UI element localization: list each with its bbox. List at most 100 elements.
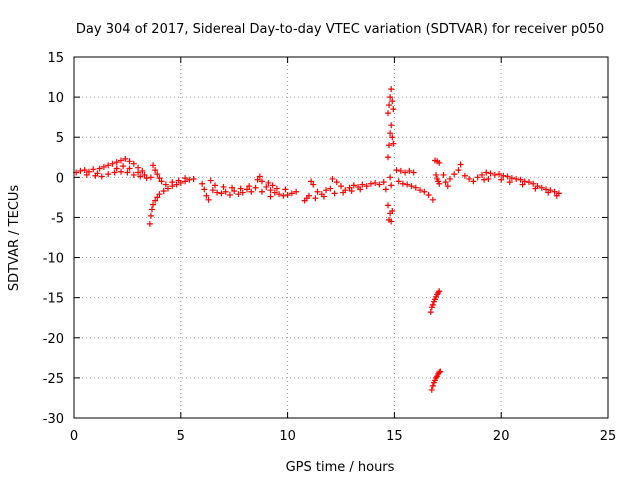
data-point: [513, 175, 520, 182]
data-point: [205, 196, 212, 203]
y-tick-label: -30: [43, 412, 64, 427]
data-point: [308, 178, 315, 185]
data-point: [417, 187, 424, 194]
data-point: [288, 190, 295, 197]
data-point: [156, 175, 163, 182]
data-point: [83, 171, 90, 178]
data-point: [436, 369, 443, 376]
data-points: [73, 86, 562, 393]
data-point: [496, 171, 503, 178]
y-tick-label: 10: [47, 91, 64, 106]
data-point: [508, 175, 515, 182]
data-point: [280, 192, 287, 199]
data-point: [367, 180, 374, 187]
data-point: [390, 106, 397, 113]
data-point: [470, 178, 477, 185]
data-point: [340, 189, 347, 196]
data-point: [237, 185, 244, 192]
data-point: [436, 159, 443, 166]
x-tick-label: 5: [177, 429, 185, 444]
data-point: [141, 171, 148, 178]
data-point: [500, 172, 507, 179]
data-point: [384, 110, 391, 117]
data-point: [384, 154, 391, 161]
y-tick-label: -5: [51, 211, 64, 226]
data-point: [444, 183, 451, 190]
plot-frame: [73, 56, 609, 419]
data-point: [169, 179, 176, 186]
data-point: [124, 169, 131, 176]
data-point: [436, 288, 443, 295]
data-point: [111, 169, 118, 176]
data-point: [429, 301, 436, 308]
data-point: [485, 175, 492, 182]
data-point: [545, 189, 552, 196]
data-point: [160, 187, 167, 194]
data-point: [408, 183, 415, 190]
data-point: [190, 175, 197, 182]
data-point: [122, 155, 129, 162]
data-point: [455, 167, 462, 174]
data-point: [478, 171, 485, 178]
data-point: [229, 184, 236, 191]
data-point: [457, 161, 464, 168]
y-tick-label: -20: [43, 332, 64, 347]
data-point: [406, 167, 413, 174]
data-point: [481, 176, 488, 183]
data-point: [113, 159, 120, 166]
y-tick-label: -15: [43, 292, 64, 307]
series-low-streak-lower: [428, 368, 444, 393]
data-point: [387, 174, 394, 181]
data-point: [357, 186, 364, 193]
data-point: [284, 191, 291, 198]
data-point: [90, 166, 97, 173]
data-point: [203, 192, 210, 199]
data-point: [152, 197, 159, 204]
data-point: [218, 190, 225, 197]
data-point: [483, 169, 490, 176]
data-point: [154, 194, 161, 201]
data-point: [504, 173, 511, 180]
data-point: [258, 188, 265, 195]
data-point: [282, 186, 289, 193]
data-point: [147, 174, 154, 181]
data-point: [305, 192, 312, 199]
data-point: [506, 179, 513, 186]
data-point: [329, 175, 336, 182]
data-point: [429, 196, 436, 203]
data-point: [402, 169, 409, 176]
data-point: [312, 195, 319, 202]
data-point: [146, 220, 153, 227]
y-tick-label: 5: [56, 131, 64, 146]
data-point: [126, 165, 133, 172]
y-tick-label: 0: [56, 171, 64, 186]
data-point: [389, 98, 396, 105]
data-point: [130, 160, 137, 167]
y-tick-label: -10: [43, 252, 64, 267]
data-point: [164, 185, 171, 192]
data-point: [276, 191, 283, 198]
data-point: [517, 176, 524, 183]
data-point: [530, 180, 537, 187]
data-point: [346, 184, 353, 191]
data-point: [338, 183, 344, 190]
data-point: [148, 206, 155, 213]
data-point: [150, 162, 157, 169]
series-spike-near-15h: [382, 86, 397, 225]
data-point: [186, 176, 193, 183]
x-tick-label: 25: [600, 429, 617, 444]
data-point: [363, 183, 370, 190]
data-point: [162, 181, 169, 188]
data-point: [388, 122, 395, 129]
data-point: [244, 186, 251, 193]
data-point: [231, 187, 238, 194]
data-point: [359, 181, 366, 188]
data-point: [440, 171, 447, 178]
series-evening: [440, 161, 562, 199]
data-point: [433, 171, 440, 178]
data-point: [461, 172, 468, 179]
data-point: [173, 181, 180, 188]
series-low-streak-upper: [427, 288, 443, 316]
data-point: [553, 192, 560, 199]
